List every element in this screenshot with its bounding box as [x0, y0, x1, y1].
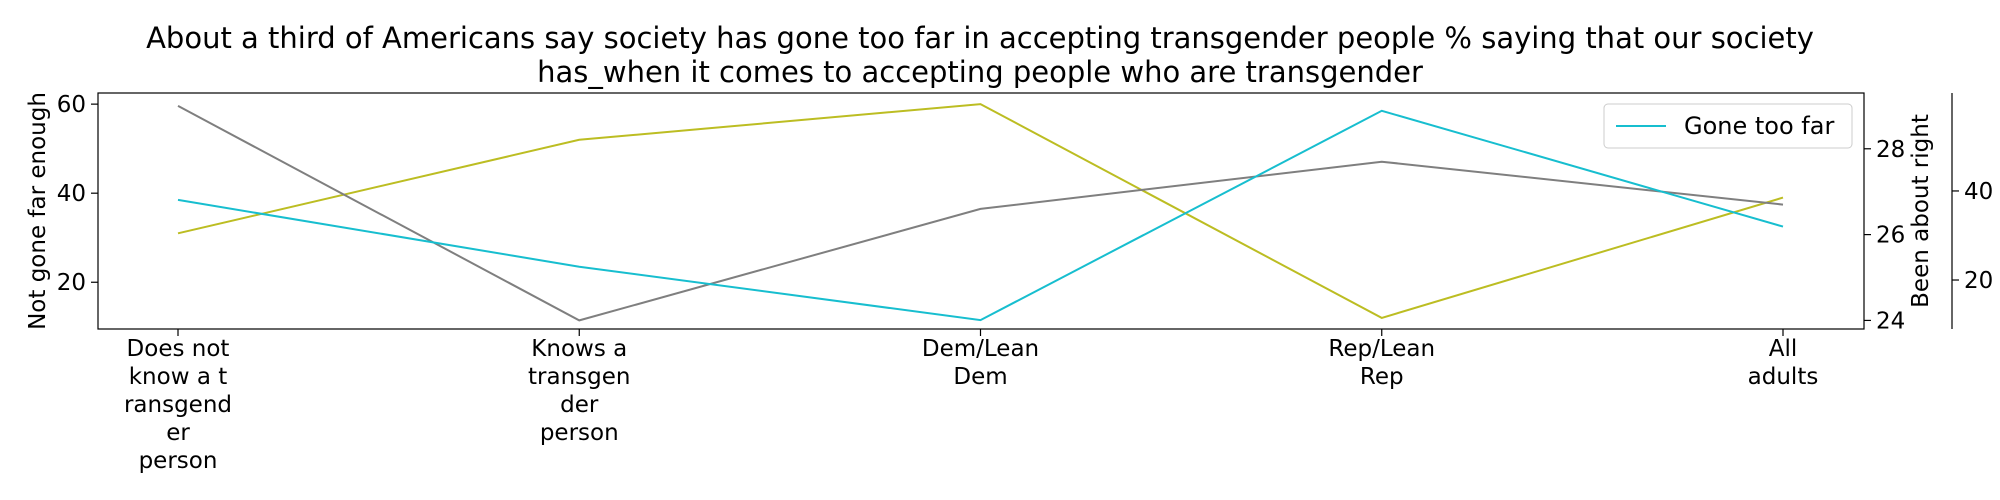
x-tick-label: Rep/Lean Rep: [1328, 336, 1435, 390]
x-tick-label-line: Does not: [127, 336, 230, 362]
x-tick-label-line: person: [139, 448, 218, 474]
series-line-2: [177, 109, 1784, 322]
right-y-tick-label: 24: [1876, 308, 1905, 334]
x-tick-label-line: Dem/Lean: [922, 336, 1039, 362]
legend-label: Gone too far: [1684, 112, 1834, 140]
x-tick-label-line: know a t: [129, 364, 228, 390]
x-tick-label-line: adults: [1748, 364, 1819, 390]
right-y-tick-label: 26: [1876, 223, 1905, 249]
plot-frame: [97, 92, 1865, 330]
x-tick-label: Dem/Lean Dem: [922, 336, 1039, 390]
x-tick-label-line: der: [560, 392, 599, 418]
x-tick-label-line: ransgend: [124, 392, 232, 418]
x-tick-label-line: Rep/Lean: [1328, 336, 1435, 362]
x-tick-label-line: person: [540, 420, 619, 446]
right-y-axis-label: Been about right: [1908, 114, 1934, 308]
series-line-1: [177, 105, 1784, 322]
x-tick-label: Knows a transgen der person: [528, 336, 630, 446]
left-y-axis-label: Not gone far enough: [25, 92, 51, 330]
secondary-right-y-tick-label: 40: [1964, 179, 1993, 205]
left-y-tick-label: 20: [57, 270, 86, 296]
x-tick-label-line: Dem: [953, 364, 1007, 390]
chart-title-line-1: About a third of Americans say society h…: [146, 21, 1814, 55]
chart-title-line-2: has_when it comes to accepting people wh…: [537, 55, 1423, 89]
x-tick-label-line: Rep: [1360, 364, 1404, 390]
series-line-0: [177, 103, 1784, 319]
right-y-tick-label: 28: [1876, 137, 1905, 163]
x-tick-label-line: transgen: [528, 364, 630, 390]
x-tick-label-line: Knows a: [531, 336, 627, 362]
left-y-tick-label: 60: [57, 92, 86, 118]
legend-box: [1603, 103, 1853, 149]
x-tick-label-line: All: [1769, 336, 1798, 362]
x-tick-label-line: er: [166, 420, 190, 446]
x-tick-label: All adults: [1748, 336, 1819, 390]
x-tick-label: Does not know a t ransgend er person: [124, 336, 232, 474]
secondary-right-y-tick-label: 20: [1964, 268, 1993, 294]
left-y-tick-label: 40: [57, 181, 86, 207]
